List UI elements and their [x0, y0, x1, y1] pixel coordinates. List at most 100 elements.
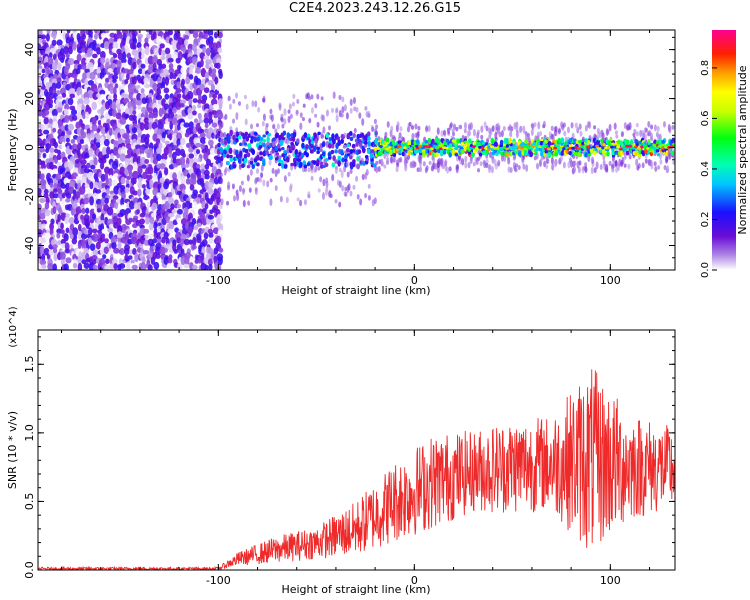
heatmap-cell [283, 164, 288, 169]
heatmap-cell [182, 152, 186, 158]
heatmap-cell [51, 39, 57, 46]
heatmap-cell [256, 137, 261, 142]
heatmap-cell [40, 89, 45, 97]
heatmap-cell [500, 130, 504, 138]
heatmap-cell [661, 146, 666, 150]
heatmap-cell [52, 247, 58, 254]
heatmap-cell [259, 151, 263, 156]
heatmap-cell [167, 196, 175, 205]
heatmap-cell [590, 166, 594, 175]
heatmap-cell [357, 149, 362, 155]
heatmap-cell [134, 252, 139, 263]
heatmap-cell [249, 168, 253, 176]
heatmap-cell [164, 200, 170, 211]
heatmap-cell [38, 264, 43, 270]
heatmap-cell [196, 197, 201, 204]
heatmap-cell [84, 68, 91, 74]
heatmap-cell [200, 67, 207, 78]
heatmap-cell [104, 197, 109, 205]
heatmap-cell [547, 140, 552, 147]
heatmap-cell [65, 137, 70, 143]
heatmap-cell [148, 174, 153, 180]
heatmap-cell [67, 97, 74, 106]
heatmap-cell [112, 236, 117, 245]
heatmap-cell [550, 156, 554, 165]
heatmap-cell [451, 128, 455, 133]
heatmap-cell [390, 125, 394, 133]
heatmap-cell [101, 228, 107, 234]
heatmap-cell [620, 130, 624, 137]
heatmap-cell [208, 139, 214, 147]
heatmap-cell [537, 121, 541, 130]
heatmap-cell [148, 121, 153, 130]
heatmap-cell [143, 121, 150, 131]
heatmap-cell [310, 107, 314, 114]
heatmap-cell [204, 174, 210, 180]
heatmap-cell [586, 140, 591, 145]
heatmap-cell [608, 160, 612, 167]
heatmap-cell [657, 165, 661, 170]
heatmap-cell [152, 172, 158, 181]
heatmap-cell [517, 164, 521, 171]
heatmap-cell [79, 139, 85, 145]
heatmap-cell [116, 217, 122, 226]
heatmap-cell [132, 110, 137, 116]
heatmap-cell [218, 71, 223, 80]
snr-panel: -100 0 100 0.0 0.5 1.0 1.5 Height of straight… [6, 306, 676, 596]
heatmap-cell [260, 164, 264, 172]
heatmap-cell [161, 49, 167, 57]
heatmap-cell [443, 131, 447, 137]
heatmap-cell [80, 159, 87, 165]
heatmap-cell [349, 169, 353, 175]
heatmap-cell [72, 189, 77, 196]
heatmap-cell [602, 159, 606, 166]
heatmap-cell [632, 132, 636, 138]
heatmap-cell [207, 198, 214, 205]
heatmap-cell [205, 63, 210, 70]
heatmap-cell [226, 200, 230, 206]
heatmap-cell [219, 172, 223, 178]
heatmap-cell [77, 223, 82, 232]
heatmap-cell [656, 125, 660, 132]
heatmap-cell [195, 163, 201, 170]
heatmap-cell [545, 164, 549, 169]
colorbar-ticks: 0.0 0.2 0.4 0.6 0.8 [700, 60, 717, 278]
heatmap-cell [51, 78, 58, 85]
heatmap-cell [48, 103, 53, 109]
heatmap-cell [358, 155, 362, 162]
heatmap-cell [81, 176, 87, 185]
heatmap-cell [380, 149, 384, 156]
heatmap-cell [257, 107, 261, 113]
heatmap-cell [235, 112, 239, 120]
heatmap-cell [90, 164, 96, 170]
heatmap-cell [104, 264, 110, 270]
heatmap-cell [55, 173, 61, 181]
heatmap-cell [163, 167, 169, 176]
heatmap-cell [327, 152, 332, 157]
heatmap-cell [60, 57, 65, 64]
heatmap-cell [69, 93, 76, 99]
heatmap-cell [208, 247, 213, 255]
heatmap-cell [532, 141, 536, 147]
heatmap-cell [637, 163, 641, 169]
heatmap-cell [200, 143, 206, 150]
heatmap-cell [364, 140, 368, 145]
heatmap-cell [367, 140, 372, 147]
heatmap-cell [139, 218, 146, 225]
heatmap-cell [124, 113, 130, 119]
heatmap-cell [174, 199, 179, 206]
heatmap-cell [482, 159, 486, 166]
heatmap-cell [336, 136, 341, 141]
heatmap-cell [135, 144, 142, 150]
heatmap-cell [63, 66, 69, 76]
heatmap-cell [199, 122, 207, 128]
heatmap-cell [107, 68, 113, 73]
heatmap-cell [96, 208, 102, 213]
heatmap-cell [279, 195, 283, 203]
heatmap-cell [199, 38, 207, 44]
heatmap-cell [276, 123, 280, 130]
heatmap-cell [340, 133, 345, 139]
heatmap-cell [395, 166, 399, 173]
heatmap-cell [301, 117, 305, 122]
